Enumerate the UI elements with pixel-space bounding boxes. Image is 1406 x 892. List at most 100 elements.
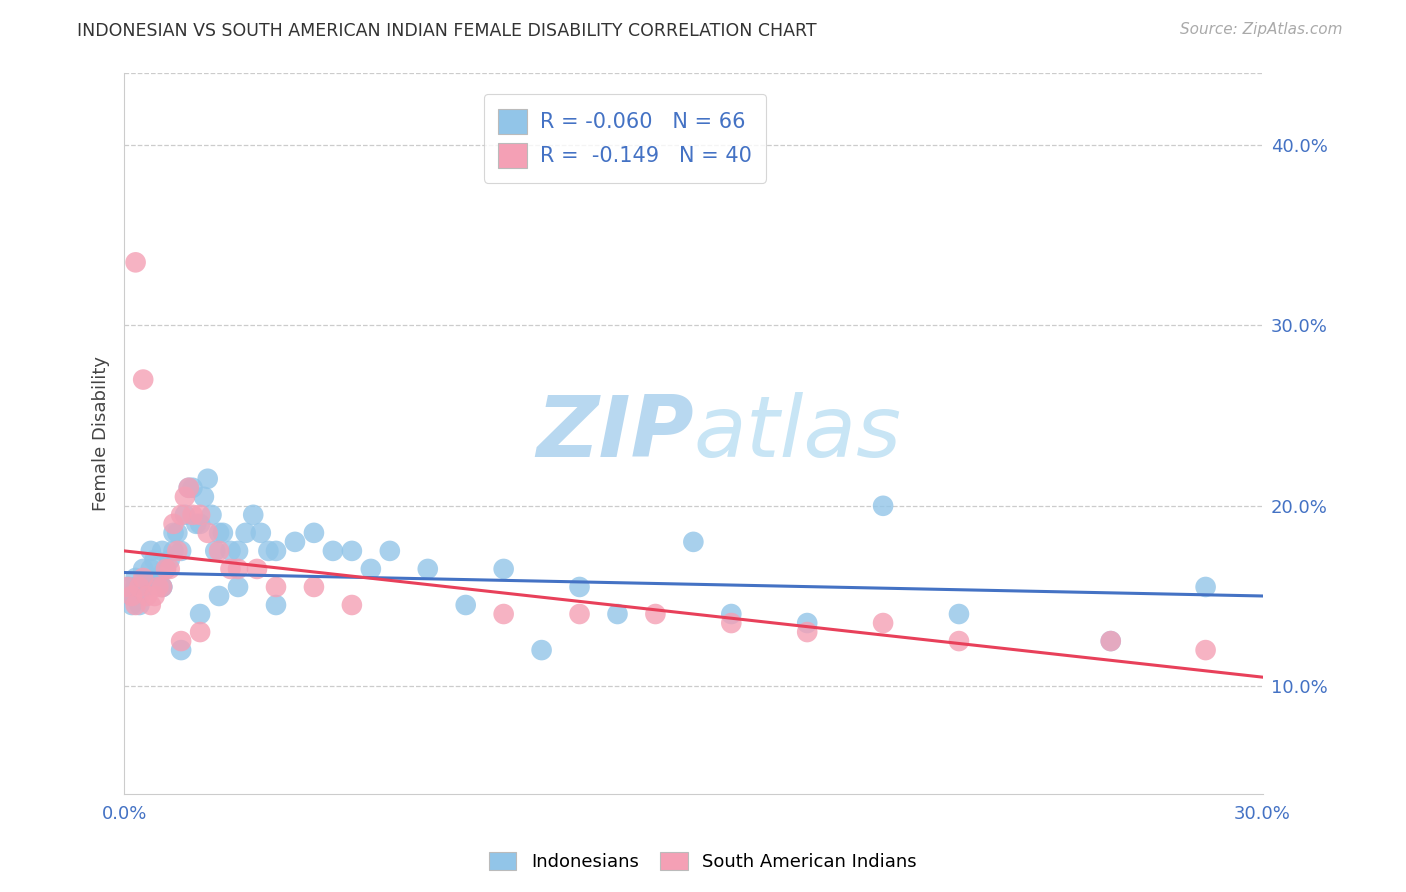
Point [378,544,401,558]
Point [170,634,193,648]
Text: ZIP: ZIP [536,392,693,475]
Point [492,607,515,621]
Point [166,525,188,540]
Point [568,607,591,621]
Point [492,562,515,576]
Point [132,373,155,387]
Y-axis label: Female Disability: Female Disability [93,356,110,511]
Point [124,580,146,594]
Point [132,562,155,576]
Point [121,589,143,603]
Point [181,508,204,522]
Point [530,643,553,657]
Point [219,544,242,558]
Point [302,580,325,594]
Point [284,534,307,549]
Point [1099,634,1122,648]
Point [720,607,742,621]
Point [150,544,173,558]
Point [124,598,146,612]
Text: INDONESIAN VS SOUTH AMERICAN INDIAN FEMALE DISABILITY CORRELATION CHART: INDONESIAN VS SOUTH AMERICAN INDIAN FEMA… [77,22,817,40]
Text: atlas: atlas [693,392,901,475]
Point [197,472,219,486]
Point [264,598,287,612]
Point [174,490,197,504]
Point [242,508,264,522]
Point [188,516,211,531]
Point [162,525,184,540]
Point [1194,643,1216,657]
Point [143,589,166,603]
Point [872,499,894,513]
Point [193,490,215,504]
Point [872,615,894,630]
Point [186,516,208,531]
Point [250,525,273,540]
Point [181,481,204,495]
Point [132,571,155,585]
Point [188,508,211,522]
Point [208,525,231,540]
Point [155,562,177,576]
Point [340,544,363,558]
Point [128,598,150,612]
Point [170,508,193,522]
Point [136,589,159,603]
Point [150,580,173,594]
Point [188,607,211,621]
Point [170,643,193,657]
Point [235,525,257,540]
Point [246,562,269,576]
Point [139,562,162,576]
Point [148,580,170,594]
Point [257,544,280,558]
Point [177,481,200,495]
Point [124,255,146,269]
Point [121,589,143,603]
Point [644,607,666,621]
Point [162,516,184,531]
Point [117,580,139,594]
Point [208,589,231,603]
Point [302,525,325,540]
Point [322,544,344,558]
Point [132,580,155,594]
Point [200,508,222,522]
Point [124,571,146,585]
Point [264,580,287,594]
Point [148,571,170,585]
Point [340,598,363,612]
Point [1099,634,1122,648]
Point [150,580,173,594]
Point [948,607,970,621]
Point [226,580,249,594]
Point [174,508,197,522]
Point [177,481,200,495]
Legend: Indonesians, South American Indians: Indonesians, South American Indians [482,845,924,879]
Point [162,544,184,558]
Point [159,553,181,567]
Point [1194,580,1216,594]
Point [188,625,211,640]
Point [682,534,704,549]
Point [139,598,162,612]
Point [155,562,177,576]
Point [264,544,287,558]
Point [948,634,970,648]
Point [166,544,188,558]
Point [796,625,818,640]
Point [226,544,249,558]
Point [139,544,162,558]
Point [197,525,219,540]
Point [170,544,193,558]
Point [150,580,173,594]
Point [121,598,143,612]
Text: Source: ZipAtlas.com: Source: ZipAtlas.com [1180,22,1343,37]
Point [720,615,742,630]
Point [360,562,382,576]
Point [226,562,249,576]
Point [208,544,231,558]
Point [128,580,150,594]
Point [128,589,150,603]
Point [204,544,226,558]
